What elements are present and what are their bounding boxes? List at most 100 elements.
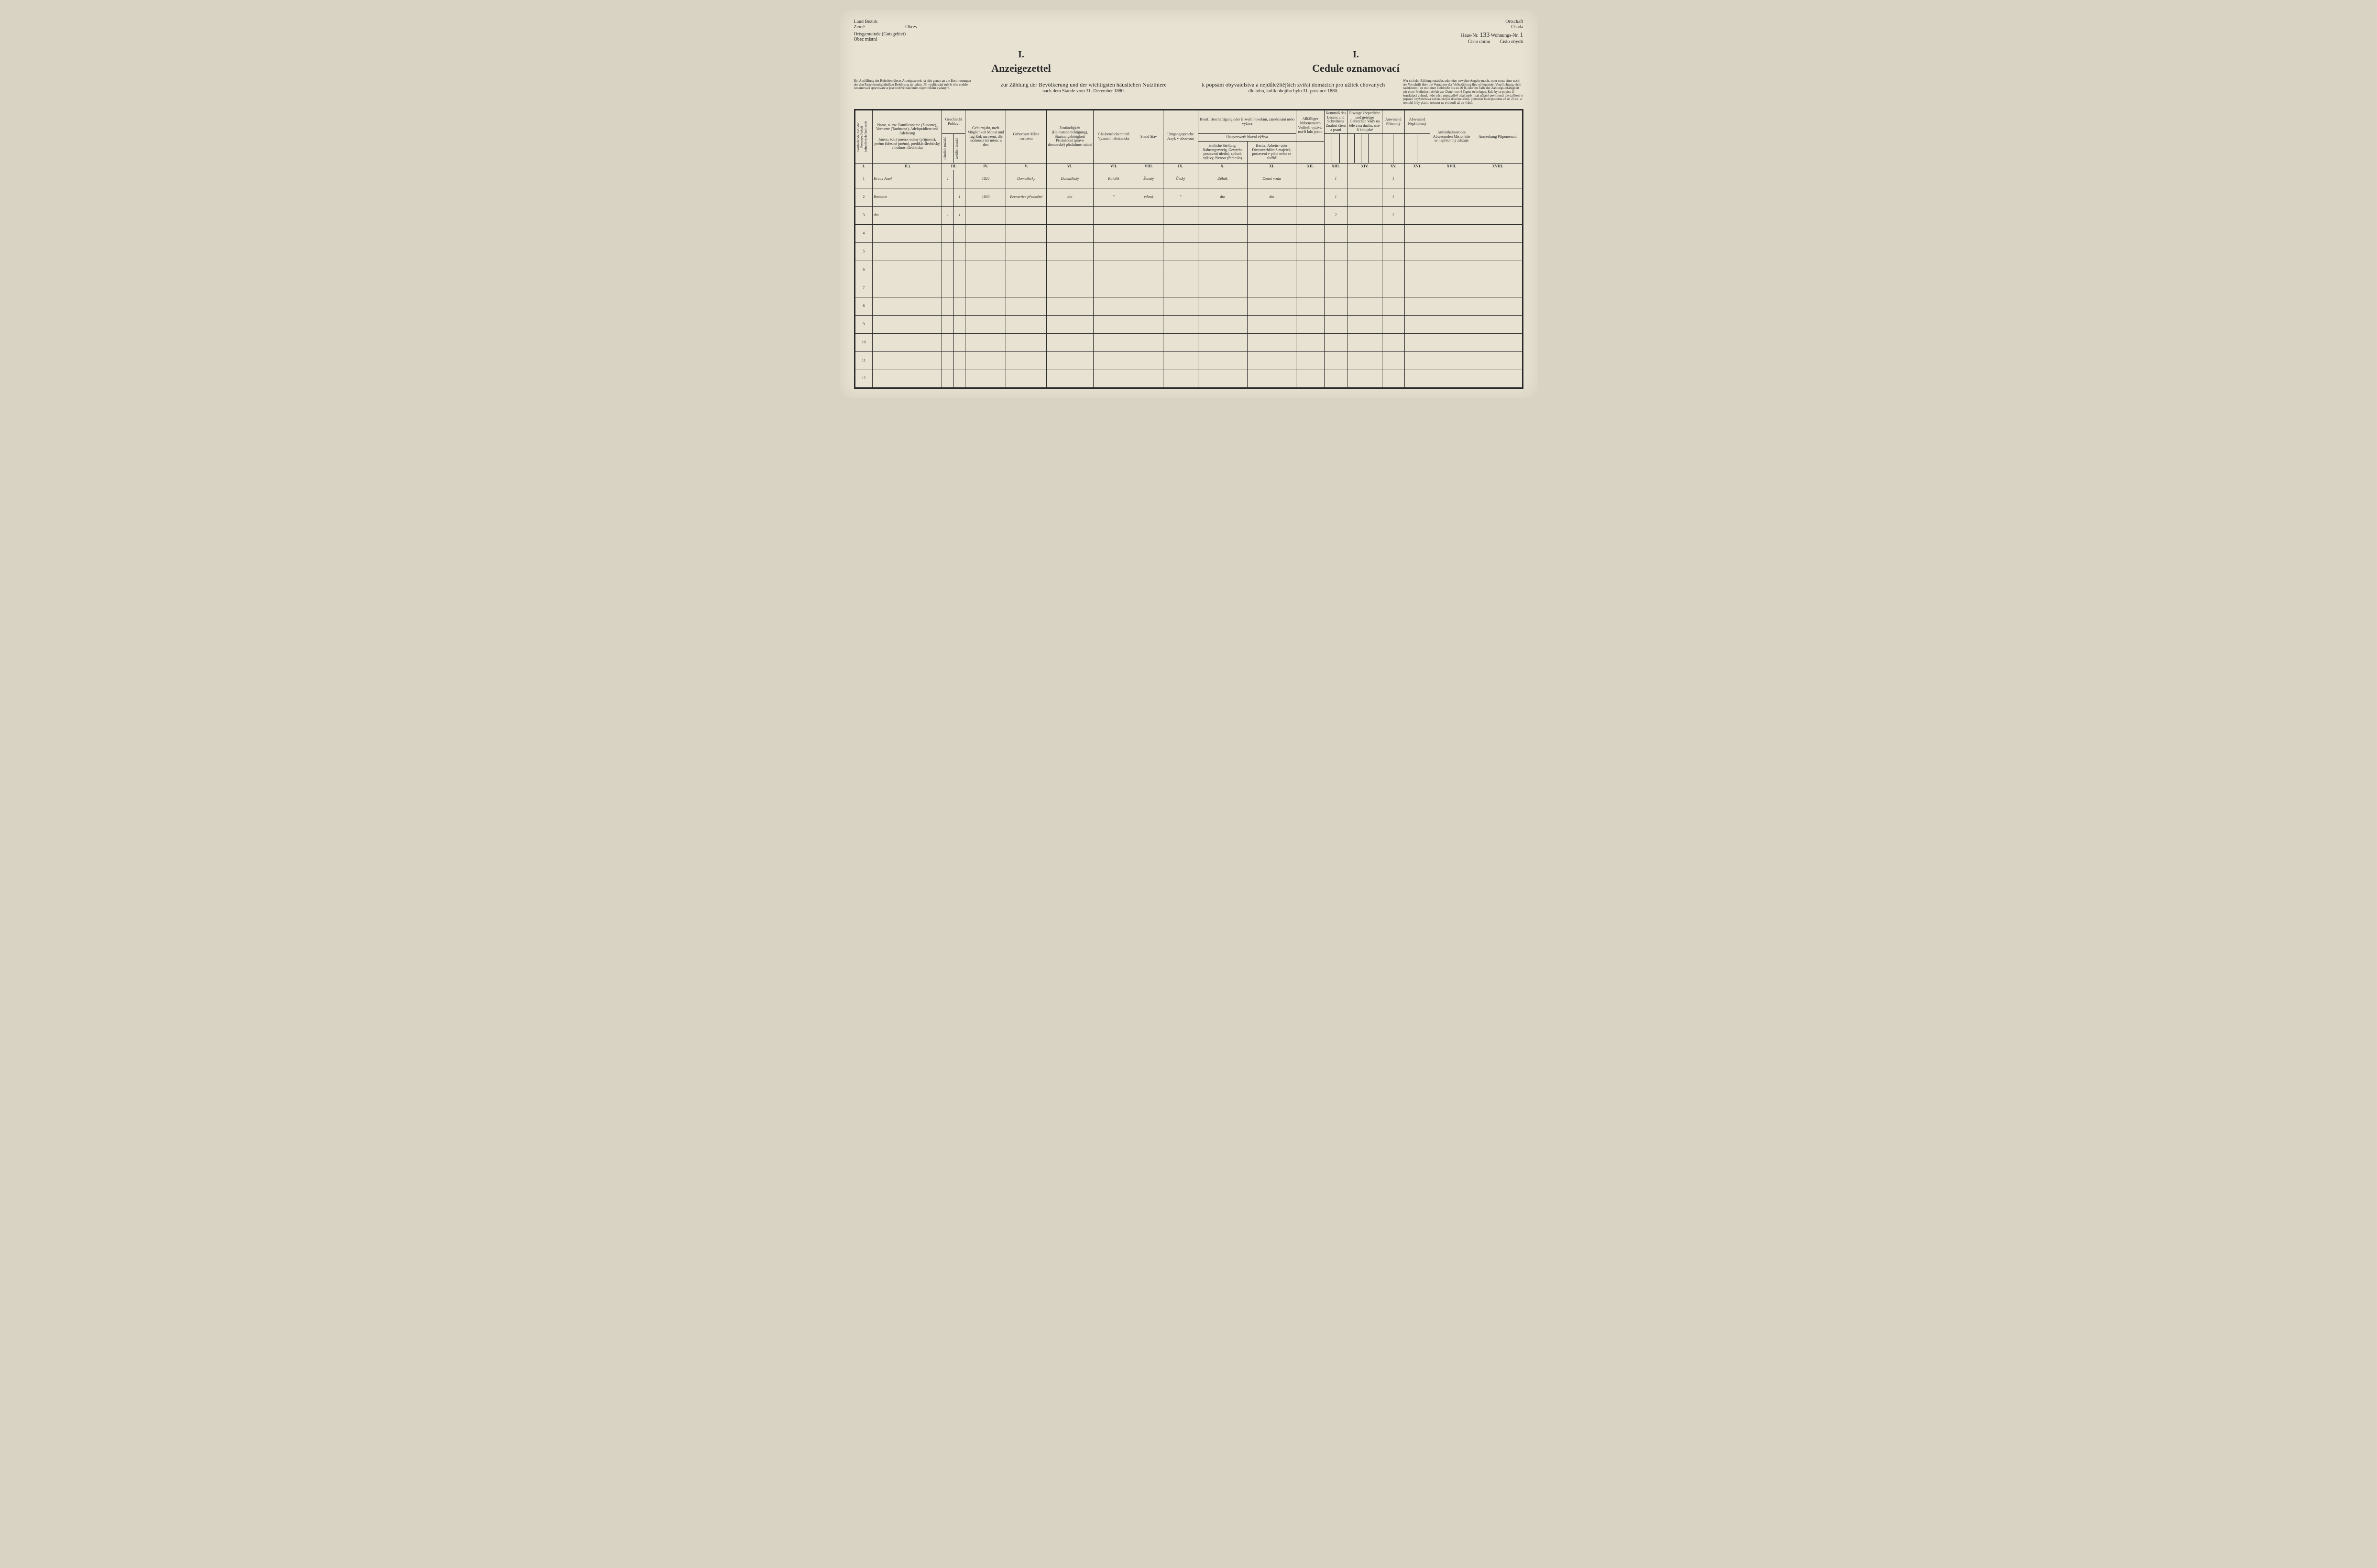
- cell: [1473, 170, 1523, 188]
- col16-header: Abwesend Nepřítomný: [1404, 110, 1430, 133]
- cell: [1473, 224, 1523, 242]
- cell: [1006, 206, 1047, 224]
- cell: [1473, 315, 1523, 333]
- cell: [1382, 261, 1404, 279]
- fineprint-left: Bei Ausfüllung der Rubriken dieses Anzei…: [854, 79, 975, 90]
- cell: [1404, 297, 1430, 315]
- colnum: VI.: [1046, 163, 1093, 170]
- cell: [1198, 370, 1247, 388]
- cell: [942, 188, 954, 206]
- col15-header: Anwesend Přítomný: [1382, 110, 1404, 133]
- cell: 1: [854, 170, 873, 188]
- table-row: 7: [854, 279, 1523, 297]
- cell: [1046, 370, 1093, 388]
- cell: Kraus Josef: [873, 170, 942, 188]
- cell: [1006, 351, 1047, 370]
- cell: [953, 279, 965, 297]
- cell: [1134, 279, 1163, 297]
- cell: [1347, 333, 1382, 351]
- cell: [1093, 315, 1134, 333]
- colnum: XVIII.: [1473, 163, 1523, 170]
- cell: [942, 333, 954, 351]
- cell: [1347, 370, 1382, 388]
- col3-header: Geschlecht Pohlaví: [942, 110, 965, 133]
- cell: [1093, 261, 1134, 279]
- col12-header: Allfälliger Nebenerwerb Vedlejší výživa,…: [1296, 110, 1324, 141]
- osada-label: Osada: [1512, 24, 1523, 30]
- cell: [1473, 242, 1523, 261]
- cell: [1347, 261, 1382, 279]
- colnum: VIII.: [1134, 163, 1163, 170]
- cell: 4: [854, 224, 873, 242]
- cell: 1: [1324, 188, 1347, 206]
- cell: Domažlicky: [1006, 170, 1047, 188]
- col10a: Haupterwerb hlavní výživa: [1198, 133, 1296, 141]
- col8-header: Stand Stav: [1134, 110, 1163, 163]
- cell: 5: [854, 242, 873, 261]
- cell: [1430, 315, 1473, 333]
- title-row: I. Anzeigezettel I. Cedule oznamovací: [854, 49, 1523, 75]
- cell: [1347, 315, 1382, 333]
- cell: [1046, 261, 1093, 279]
- cell: [1473, 370, 1523, 388]
- cell: 1: [942, 206, 954, 224]
- cell: [942, 279, 954, 297]
- col2-header-cz: Jméno, totiž jméno rodiny (příjmení), jm…: [874, 138, 941, 150]
- cell: [1247, 370, 1296, 388]
- cell: [1247, 224, 1296, 242]
- cell: [1247, 206, 1296, 224]
- cell: [965, 297, 1006, 315]
- cell: 11: [854, 351, 873, 370]
- cell: [953, 297, 965, 315]
- wohnung-number: 1: [1520, 32, 1523, 39]
- col3a: männlich mužské: [943, 135, 948, 162]
- cell: dto: [1198, 188, 1247, 206]
- cell: [1324, 242, 1347, 261]
- cell: [1163, 297, 1198, 315]
- cell: [1198, 351, 1247, 370]
- table-row: 10: [854, 333, 1523, 351]
- subtitle-row: Bei Ausfüllung der Rubriken dieses Anzei…: [854, 79, 1523, 105]
- table-row: 5: [854, 242, 1523, 261]
- cell: [965, 370, 1006, 388]
- cell: ": [1163, 188, 1198, 206]
- cell: [1430, 188, 1473, 206]
- cell: [1093, 242, 1134, 261]
- cell: [1296, 188, 1324, 206]
- cell: [1324, 261, 1347, 279]
- cell: [1247, 279, 1296, 297]
- colnum: II.): [873, 163, 942, 170]
- cell: [965, 224, 1006, 242]
- cell: [1473, 297, 1523, 315]
- cell: [1046, 333, 1093, 351]
- cell: [953, 242, 965, 261]
- cell: [1134, 224, 1163, 242]
- cell: [1382, 351, 1404, 370]
- cell: [1404, 261, 1430, 279]
- cell: 12: [854, 370, 873, 388]
- cell: [1473, 188, 1523, 206]
- cell: [965, 279, 1006, 297]
- cell: [1006, 333, 1047, 351]
- colnum: XVII.: [1430, 163, 1473, 170]
- cell: [1134, 261, 1163, 279]
- zeme-label: Země: [854, 24, 865, 30]
- cell: [1404, 370, 1430, 388]
- cell: 1: [953, 206, 965, 224]
- colnum: XV.: [1382, 163, 1404, 170]
- colnum: XIII.: [1324, 163, 1347, 170]
- cell: [1163, 279, 1198, 297]
- cell: dto: [1247, 188, 1296, 206]
- cell: [1046, 224, 1093, 242]
- cell: vdaná: [1134, 188, 1163, 206]
- title-czech: Cedule oznamovací: [1205, 62, 1507, 75]
- cell: [1163, 261, 1198, 279]
- cell: [1404, 224, 1430, 242]
- cell: [1093, 351, 1134, 370]
- roman-right: I.: [1205, 49, 1507, 60]
- cell: 2: [1382, 206, 1404, 224]
- cell: [1324, 370, 1347, 388]
- cell: [1347, 351, 1382, 370]
- cell: [1382, 370, 1404, 388]
- cell: 7: [854, 279, 873, 297]
